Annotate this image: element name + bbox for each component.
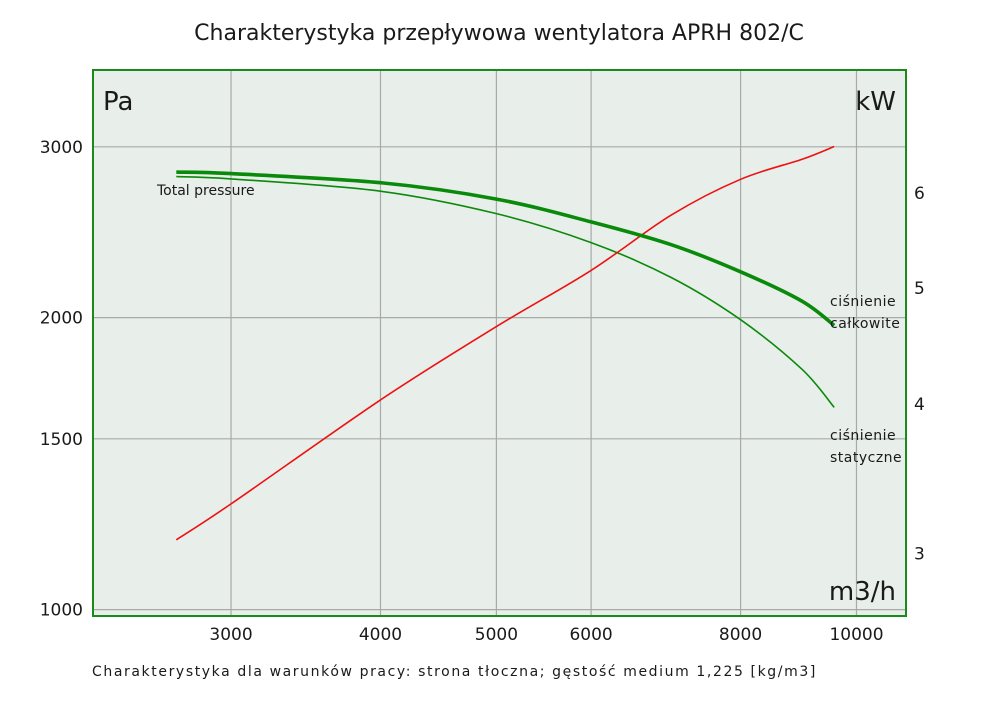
power-curve bbox=[175, 145, 835, 541]
x-tick-label: 10000 bbox=[829, 625, 883, 645]
y-gridlines bbox=[93, 146, 906, 611]
static-pressure-curve bbox=[176, 175, 835, 408]
y2-tick-label: 4 bbox=[914, 395, 925, 415]
y2-tick-labels: 3 4 5 6 bbox=[914, 184, 925, 564]
y-tick-label: 1500 bbox=[40, 430, 83, 450]
y-tick-label: 1000 bbox=[40, 601, 83, 621]
series-label-static-line2: statyczne bbox=[830, 450, 902, 466]
series-label-total-line1: ciśnienie bbox=[830, 294, 896, 310]
y-tick-label: 2000 bbox=[40, 309, 83, 329]
x-gridlines bbox=[230, 70, 858, 616]
plot-frame bbox=[92, 69, 907, 617]
y-axis-unit-label: Pa bbox=[103, 87, 133, 117]
x-tick-label: 5000 bbox=[475, 625, 518, 645]
series-layer bbox=[175, 145, 836, 541]
x-tick-label: 3000 bbox=[209, 625, 252, 645]
total-pressure-curve bbox=[176, 170, 836, 327]
series-label-total-line2: całkowite bbox=[830, 316, 900, 332]
y2-axis-unit-label: kW bbox=[855, 87, 896, 117]
y-tick-label: 3000 bbox=[40, 138, 83, 158]
x-tick-labels: 3000 4000 5000 6000 8000 10000 bbox=[209, 625, 883, 645]
series-label-static-line1: ciśnienie bbox=[830, 428, 896, 444]
x-tick-label: 8000 bbox=[719, 625, 762, 645]
y-tick-labels: 1000 1500 2000 3000 bbox=[40, 138, 83, 621]
y2-tick-label: 3 bbox=[914, 544, 925, 564]
plot-area bbox=[93, 70, 906, 616]
chart-title: Charakterystyka przepływowa wentylatora … bbox=[194, 21, 804, 46]
total-pressure-inline-label: Total pressure bbox=[156, 183, 255, 199]
x-axis-unit-label: m3/h bbox=[829, 577, 896, 607]
x-tick-label: 6000 bbox=[569, 625, 612, 645]
chart-footnote: Charakterystyka dla warunków pracy: stro… bbox=[92, 664, 817, 680]
x-tick-label: 4000 bbox=[359, 625, 402, 645]
y2-tick-label: 6 bbox=[914, 184, 925, 204]
y2-tick-label: 5 bbox=[914, 279, 925, 299]
